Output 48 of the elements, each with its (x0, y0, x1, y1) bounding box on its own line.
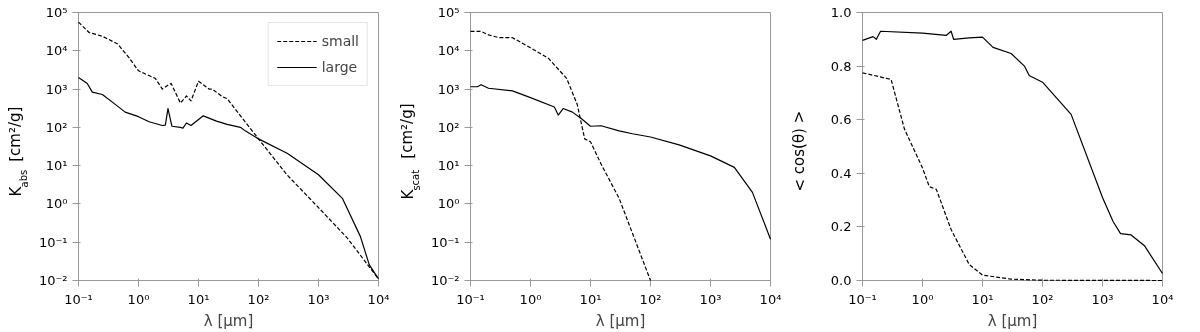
y-tick-label: 0.2 (830, 219, 852, 235)
x-tick-label: 10⁴ (759, 291, 782, 307)
x-tick-label: 10¹ (971, 291, 994, 307)
y-axis-title: Kscat [cm²/g] (398, 103, 422, 200)
y-axis-title: Kabs [cm²/g] (6, 106, 30, 197)
x-axis-title: λ [μm] (987, 311, 1038, 330)
x-tick-label: 10⁻¹ (848, 291, 877, 307)
y-tick-label: 10³ (437, 81, 460, 97)
y-tick-label: 10³ (45, 81, 68, 97)
x-tick-label: 10¹ (187, 291, 210, 307)
y-tick-label: 10⁴ (437, 43, 460, 59)
y-tick-label: 0.4 (830, 165, 852, 181)
x-tick-label: 10³ (307, 291, 330, 307)
y-tick-label: 10¹ (45, 158, 68, 174)
y-tick-label: 10² (45, 119, 68, 135)
y-tick-label: 10⁵ (437, 5, 460, 20)
y-tick-label: 10⁻¹ (430, 234, 460, 250)
y-tick-label: 10² (437, 119, 460, 135)
x-tick-label: 10⁴ (367, 291, 390, 307)
legend-label: large (321, 59, 358, 75)
y-tick-label: 0.8 (830, 58, 852, 74)
x-tick-label: 10² (639, 291, 662, 307)
y-axis-title: < cos(θ) > (790, 110, 809, 192)
y-tick-label: 10¹ (437, 158, 460, 174)
legend-label: small (321, 33, 359, 49)
y-tick-label: 0.0 (830, 273, 852, 288)
x-tick-label: 10³ (1091, 291, 1114, 307)
y-tick-label: 10⁰ (437, 196, 460, 212)
x-tick-label: 10⁻¹ (64, 291, 93, 307)
y-tick-label: 10⁻¹ (38, 234, 68, 250)
y-tick-label: 0.6 (830, 112, 852, 128)
y-tick-label: 10⁰ (45, 196, 68, 212)
y-tick-label: 10⁻² (38, 273, 68, 288)
y-tick-label: 10⁵ (45, 5, 68, 20)
x-tick-label: 10⁴ (1151, 291, 1174, 307)
x-tick-label: 10² (1031, 291, 1054, 307)
x-tick-label: 10⁰ (519, 291, 542, 307)
x-tick-label: 10³ (699, 291, 722, 307)
x-tick-label: 10⁻¹ (456, 291, 485, 307)
y-tick-label: 10⁴ (45, 43, 68, 59)
y-tick-label: 10⁻² (430, 273, 460, 288)
x-axis-title: λ [μm] (595, 311, 646, 330)
x-tick-label: 10⁰ (911, 291, 934, 307)
x-tick-label: 10¹ (579, 291, 602, 307)
x-tick-label: 10² (247, 291, 270, 307)
x-axis-title: λ [μm] (203, 311, 254, 330)
y-tick-label: 1.0 (830, 5, 852, 20)
x-tick-label: 10⁰ (127, 291, 150, 307)
